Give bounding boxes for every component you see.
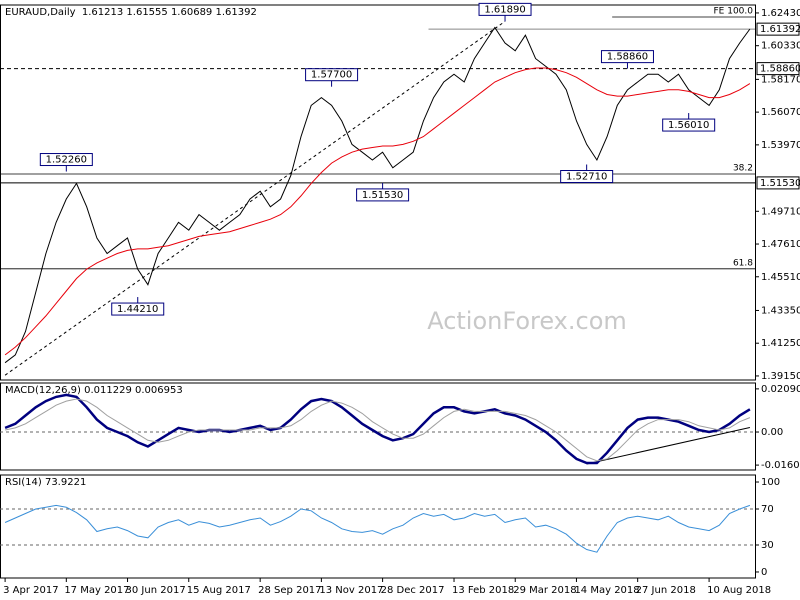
annotation-label: 1.56010 [668,120,709,131]
x-tick-label: 15 Aug 2017 [187,585,251,596]
y-tick-label: 1.39150 [761,371,800,382]
panel-frame [0,382,756,471]
annotation-box [662,118,716,132]
fib-label: 38.2 [733,164,753,174]
y-tick-label: 1.62430 [761,8,800,19]
annotation-box [560,170,614,184]
trendline [4,20,506,376]
annotation-label: 1.51530 [362,190,403,201]
y-tick-label: 1.60330 [761,41,800,52]
annotation-label: 1.52710 [566,172,607,183]
series-line [4,504,751,553]
y-tick-label: 1.41250 [761,338,800,349]
y-tick-label: 1.49710 [761,206,800,217]
y-tick-label: 30 [761,540,774,551]
series-line [4,26,751,364]
panel-frame [0,474,756,579]
x-tick-label: 14 May 2018 [574,585,639,596]
y-tick-label: 1.45510 [761,272,800,283]
annotation-box [39,153,93,167]
x-tick-label: 27 Jun 2018 [636,585,696,596]
series-line [4,393,751,465]
annotation-box [600,50,654,64]
panel-title: EURAUD,Daily 1.61213 1.61555 1.60689 1.6… [5,7,257,18]
x-tick-label: 13 Nov 2017 [319,585,383,596]
watermark: ActionForex.com [427,307,627,335]
x-tick-label: 3 Apr 2017 [3,585,58,596]
annotation-label: 1.52260 [46,155,87,166]
annotation-label: 1.57700 [311,70,352,81]
level-label: 1.61392 [760,24,800,35]
series-line [4,398,751,462]
annotation-box [478,2,532,16]
y-tick-label: 1.43350 [761,305,800,316]
x-tick-label: 29 Mar 2018 [513,585,576,596]
x-tick-label: 30 Jun 2017 [126,585,186,596]
y-tick-label: 1.56070 [761,107,800,118]
fib-label: FE 100.0 [714,7,754,17]
level-label-box [756,22,800,36]
annotation-box [356,188,410,202]
annotation-box [111,302,165,316]
fib-label: 61.8 [733,258,753,268]
x-tick-label: 28 Sep 2017 [258,585,321,596]
x-tick-label: 10 Aug 2018 [707,585,771,596]
y-tick-label: 0.00 [761,427,783,438]
panel-title: RSI(14) 73.9221 [5,477,86,488]
y-tick-label: 1.53970 [761,140,800,151]
x-tick-label: 17 May 2017 [64,585,129,596]
annotation-label: 1.58860 [607,52,648,63]
annotation-label: 1.61890 [484,4,525,15]
annotation-box [305,68,359,82]
annotation-label: 1.44210 [117,304,158,315]
x-tick-label: 28 Dec 2017 [381,585,445,596]
level-label: 1.51530 [760,178,800,189]
panel-title: MACD(12,26,9) 0.011229 0.006953 [5,385,183,396]
level-label: 1.58860 [760,64,800,75]
y-tick-label: 0 [761,567,767,578]
level-label-box [756,176,800,190]
y-tick-label: 100 [761,477,780,488]
y-tick-label: 0.020904 [761,384,800,395]
x-tick-label: 13 Feb 2018 [452,585,514,596]
y-tick-label: -0.016023 [761,460,800,471]
y-tick-label: 1.47610 [761,239,800,250]
y-tick-label: 70 [761,504,774,515]
panel-frame [0,4,756,381]
level-label-box [756,62,800,76]
series-line [4,67,751,356]
trendline [586,426,751,465]
y-tick-label: 1.58170 [761,74,800,85]
